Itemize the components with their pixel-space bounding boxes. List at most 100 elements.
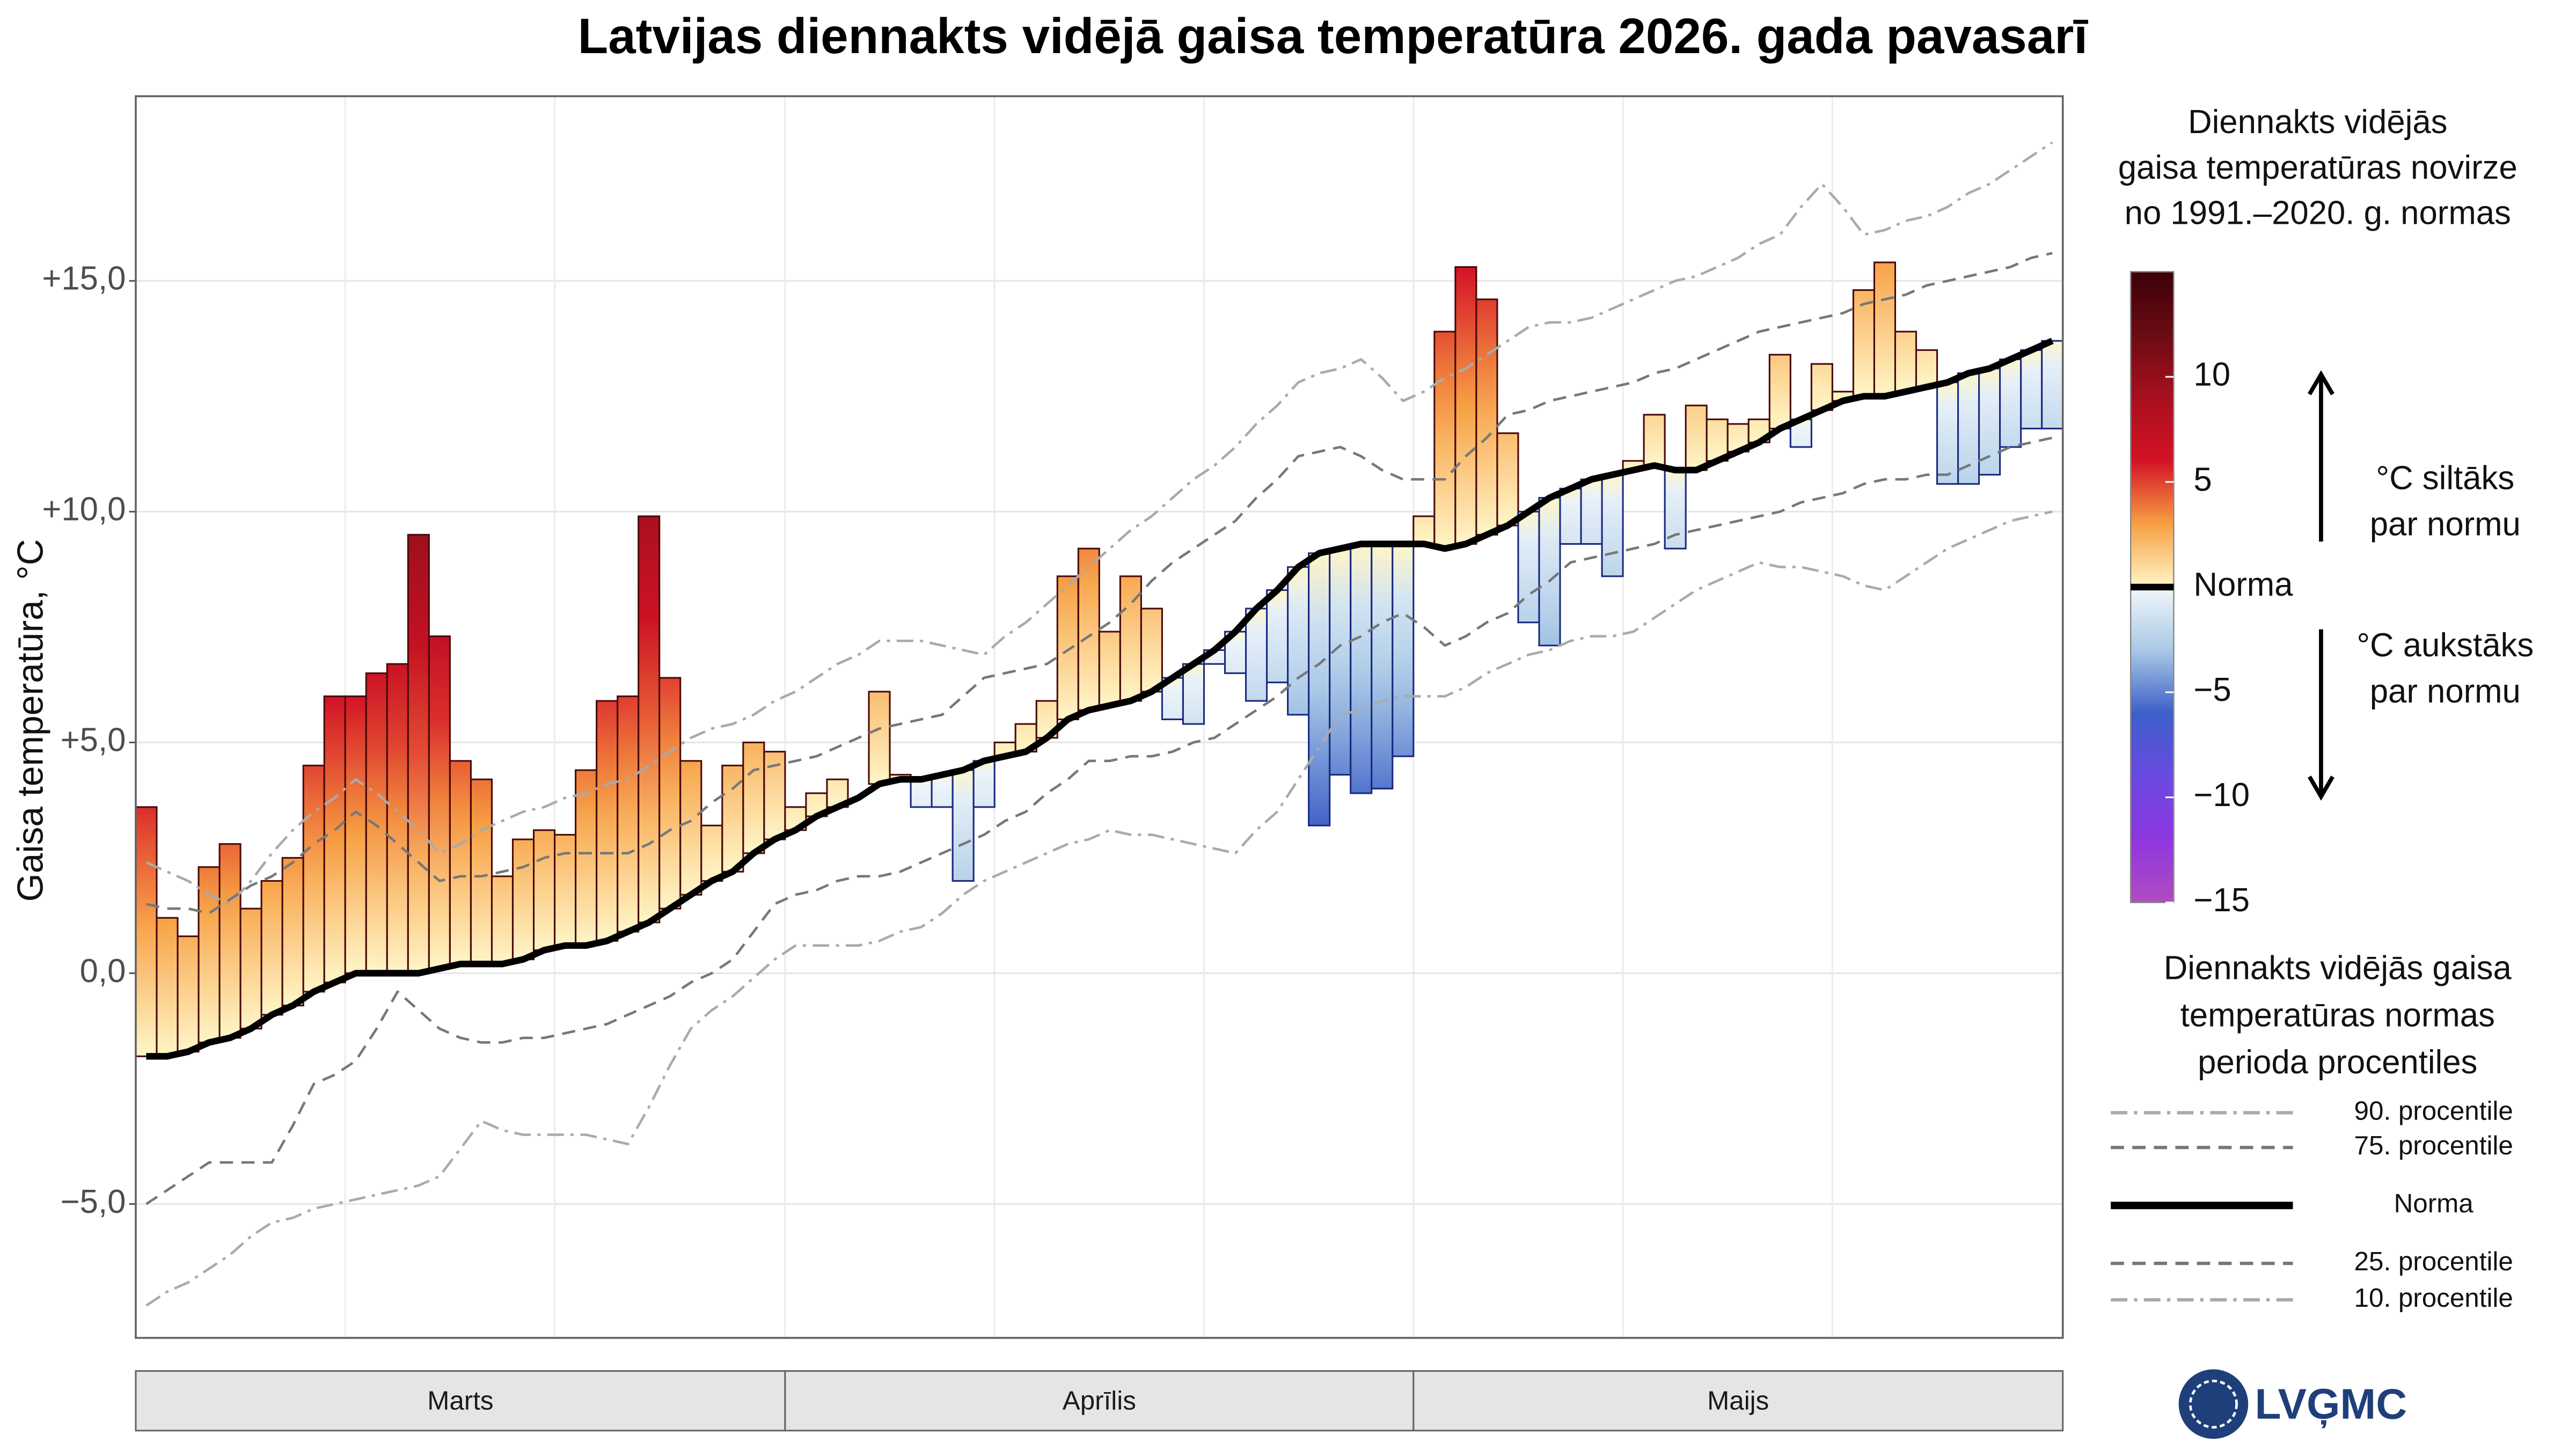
anomaly-column bbox=[1266, 589, 1289, 684]
y-tick-label: +10,0 bbox=[42, 491, 126, 528]
legend-title: perioda procentiles bbox=[2198, 1044, 2477, 1081]
anomaly-column bbox=[1245, 608, 1268, 702]
colorbar-tick-label: −15 bbox=[2193, 882, 2250, 919]
anomaly-column bbox=[218, 843, 241, 1039]
anomaly-column bbox=[1308, 552, 1331, 826]
anomaly-column bbox=[1433, 331, 1457, 550]
plot-border bbox=[135, 95, 2064, 1339]
anomaly-column bbox=[511, 838, 535, 961]
anomaly-column bbox=[1538, 497, 1561, 647]
anomaly-column bbox=[1852, 289, 1875, 397]
anomaly-column bbox=[428, 635, 451, 970]
warm-label: °C siltāks bbox=[2376, 459, 2514, 496]
anomaly-column bbox=[135, 806, 158, 1057]
anomaly-column bbox=[1643, 414, 1666, 466]
anomaly-column bbox=[972, 760, 996, 808]
anomaly-column bbox=[910, 778, 933, 808]
y-tick-label: +15,0 bbox=[42, 260, 126, 297]
percentile-line bbox=[145, 436, 2053, 1205]
anomaly-column bbox=[1517, 510, 1540, 624]
logo-mark bbox=[2189, 1379, 2238, 1429]
anomaly-column bbox=[1392, 543, 1415, 757]
anomaly-column bbox=[1999, 358, 2022, 448]
anomaly-column bbox=[1894, 331, 1918, 393]
anomaly-column bbox=[868, 691, 891, 785]
anomaly-column bbox=[1329, 547, 1352, 776]
arrow-head bbox=[2308, 370, 2334, 396]
anomaly-column bbox=[596, 700, 619, 942]
norm-line bbox=[146, 338, 2054, 1060]
anomaly-column bbox=[1056, 575, 1079, 720]
anomaly-column bbox=[1936, 382, 1959, 485]
legend-label: 25. procentile bbox=[2354, 1247, 2513, 1276]
anomaly-column bbox=[1768, 354, 1791, 430]
month-strip bbox=[135, 1370, 786, 1432]
logo-text: LVĢMC bbox=[2255, 1380, 2407, 1429]
anomaly-column bbox=[2041, 340, 2064, 430]
anomaly-column bbox=[470, 778, 493, 965]
colorbar-title: gaisa temperatūras novirze bbox=[2118, 149, 2518, 186]
legend-label: Norma bbox=[2394, 1189, 2474, 1218]
anomaly-column bbox=[260, 880, 283, 1016]
anomaly-column bbox=[302, 764, 325, 993]
anomaly-column bbox=[491, 875, 514, 965]
anomaly-column bbox=[1915, 349, 1938, 388]
anomaly-column bbox=[617, 695, 640, 933]
anomaly-column bbox=[2020, 349, 2043, 430]
anomaly-column bbox=[156, 917, 179, 1057]
legend-title: temperatūras normas bbox=[2180, 997, 2495, 1034]
y-tick-label: +5,0 bbox=[61, 722, 126, 759]
anomaly-column bbox=[197, 866, 221, 1044]
anomaly-column bbox=[1496, 432, 1519, 526]
anomaly-column bbox=[1810, 363, 1833, 411]
anomaly-column bbox=[1140, 608, 1163, 693]
anomaly-column bbox=[679, 760, 702, 896]
anomaly-column bbox=[1035, 700, 1058, 739]
colorbar-title: Diennakts vidējās bbox=[2188, 104, 2447, 141]
anomaly-column bbox=[449, 760, 472, 965]
anomaly-column bbox=[532, 829, 556, 952]
anomaly-column bbox=[1580, 478, 1603, 545]
anomaly-column bbox=[1475, 298, 1498, 536]
anomaly-column bbox=[177, 935, 200, 1053]
legend-title: Diennakts vidējās gaisa bbox=[2164, 949, 2512, 986]
colorbar-tick-label: 10 bbox=[2193, 356, 2230, 393]
anomaly-column bbox=[1601, 474, 1624, 577]
warm-label: par normu bbox=[2370, 506, 2521, 543]
anomaly-column bbox=[344, 695, 367, 975]
y-axis-label: Gaisa temperatūra, °C bbox=[11, 539, 51, 902]
anomaly-column bbox=[239, 908, 262, 1030]
anomaly-column bbox=[281, 857, 304, 1007]
anomaly-column bbox=[700, 824, 723, 882]
month-label: Aprīlis bbox=[1063, 1386, 1136, 1415]
y-tick-label: 0,0 bbox=[80, 953, 126, 990]
anomaly-column bbox=[407, 533, 430, 975]
anomaly-column bbox=[1559, 487, 1582, 545]
cool-label: °C aukstāks bbox=[2357, 627, 2534, 664]
percentile-line bbox=[145, 510, 2053, 1307]
anomaly-column bbox=[1873, 261, 1897, 397]
legend-label: 90. procentile bbox=[2354, 1096, 2513, 1125]
legend-arrows bbox=[2308, 370, 2334, 801]
anomaly-column bbox=[952, 769, 975, 882]
colorbar-tick-label: −5 bbox=[2193, 671, 2231, 708]
anomaly-column bbox=[575, 769, 598, 947]
anomaly-column bbox=[1685, 405, 1708, 471]
anomaly-column bbox=[658, 677, 682, 910]
anomaly-column bbox=[1371, 543, 1394, 789]
colorbar-tick-label: −10 bbox=[2193, 777, 2250, 814]
anomaly-column bbox=[1287, 566, 1310, 716]
logo-mark bbox=[2178, 1369, 2249, 1439]
colorbar-tick-label: 5 bbox=[2193, 461, 2212, 498]
chart-title: Latvijas diennakts vidējā gaisa temperat… bbox=[578, 8, 2089, 64]
percentile-line bbox=[145, 141, 2053, 905]
anomaly-column bbox=[1454, 266, 1477, 545]
anomaly-column bbox=[1957, 372, 1980, 485]
percentile-line bbox=[145, 252, 2053, 914]
y-tick-label: −5,0 bbox=[61, 1183, 126, 1220]
anomaly-column bbox=[805, 792, 828, 817]
anomaly-column bbox=[1098, 631, 1121, 707]
anomaly-column bbox=[365, 672, 388, 975]
colorbar-title: no 1991.–2020. g. normas bbox=[2125, 195, 2511, 232]
